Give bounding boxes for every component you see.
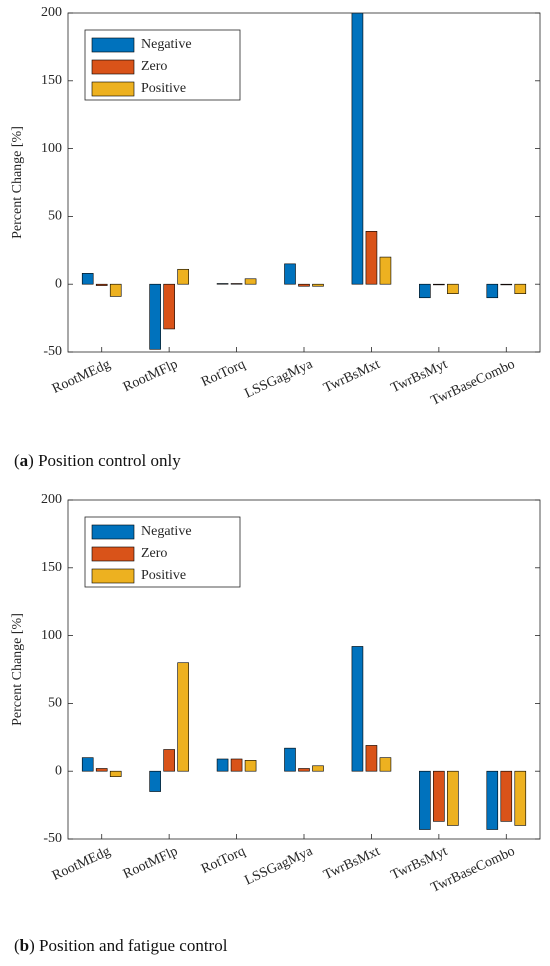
bar xyxy=(244,278,257,285)
x-tick-label: LSSGagMya xyxy=(242,357,315,402)
legend-swatch xyxy=(91,81,135,97)
y-tick-label: -50 xyxy=(43,344,62,359)
bar xyxy=(149,283,161,350)
bar xyxy=(230,758,243,772)
bar xyxy=(500,283,513,286)
bar xyxy=(312,765,324,772)
x-tick-label: RotTorq xyxy=(199,844,247,877)
bar xyxy=(365,231,378,285)
y-tick-label: 50 xyxy=(48,696,62,711)
bar xyxy=(298,283,310,287)
bar xyxy=(447,770,459,826)
y-tick-label: 200 xyxy=(41,492,62,507)
legend-swatch xyxy=(91,59,135,75)
caption: (a) Position control only xyxy=(14,451,181,470)
bar xyxy=(500,770,513,822)
bar xyxy=(81,757,94,772)
legend-swatch xyxy=(91,568,135,584)
legend-swatch xyxy=(91,524,135,540)
bar xyxy=(433,283,445,286)
bar xyxy=(177,662,189,772)
x-tick-label: RootMFlp xyxy=(121,357,180,395)
caption-open: ( xyxy=(14,451,20,470)
legend-label: Zero xyxy=(141,546,167,561)
y-tick-label: 200 xyxy=(41,5,62,20)
bar xyxy=(177,268,189,285)
x-tick-label: TwrBsMxt xyxy=(321,357,382,396)
bar xyxy=(351,646,364,772)
x-tick-label: RootMFlp xyxy=(121,844,180,882)
chart: -50 0 50 100 150 200 RootMEdg RootMFlp RotTorqLS… xyxy=(10,492,541,955)
bar xyxy=(284,747,296,772)
bars xyxy=(81,646,527,830)
bar xyxy=(109,770,122,777)
bar xyxy=(351,13,364,285)
caption-text: ) Position control only xyxy=(28,451,181,470)
bar xyxy=(447,283,459,294)
legend-label: Positive xyxy=(141,81,186,96)
bar xyxy=(486,283,499,299)
bar xyxy=(433,770,445,822)
bar xyxy=(109,283,122,297)
x-tick-label: RootMEdg xyxy=(50,357,113,397)
caption-label: b xyxy=(20,936,29,955)
legend-swatch xyxy=(91,37,135,53)
y-tick-label: 0 xyxy=(55,763,62,778)
y-tick-label: 100 xyxy=(41,628,62,643)
legend-label: Positive xyxy=(141,568,186,583)
bar xyxy=(379,256,392,285)
bar xyxy=(163,283,175,330)
y-tick-label: 100 xyxy=(41,141,62,156)
bar xyxy=(244,760,257,772)
bar xyxy=(95,768,108,772)
y-tick-label: 0 xyxy=(55,276,62,291)
bar xyxy=(216,758,229,772)
bar xyxy=(230,283,243,285)
bar xyxy=(365,745,378,772)
bar xyxy=(514,770,527,826)
bar xyxy=(419,770,431,830)
y-tick-label: 150 xyxy=(41,560,62,575)
y-axis-label: Percent Change [%] xyxy=(10,613,25,726)
bar xyxy=(81,273,94,285)
y-axis-label: Percent Change [%] xyxy=(10,126,25,239)
caption: (b) Position and fatigue control xyxy=(14,936,228,955)
legend-swatch xyxy=(91,546,135,562)
x-tick-label: RootMEdg xyxy=(50,844,113,884)
bar xyxy=(312,283,324,287)
bar xyxy=(284,263,296,285)
bar xyxy=(95,283,108,286)
bar xyxy=(486,770,499,830)
y-tick-label: 150 xyxy=(41,73,62,88)
caption-text: ) Position and fatigue control xyxy=(29,936,228,955)
bar xyxy=(514,283,527,294)
legend-label: Negative xyxy=(141,524,192,539)
legend-label: Zero xyxy=(141,59,167,74)
legend-label: Negative xyxy=(141,37,192,52)
x-tick-label: TwrBsMxt xyxy=(321,844,382,883)
y-tick-label: 50 xyxy=(48,209,62,224)
caption-open: ( xyxy=(14,936,20,955)
bar xyxy=(163,749,175,772)
bar xyxy=(379,757,392,772)
bar xyxy=(216,283,229,285)
x-tick-label: LSSGagMya xyxy=(242,844,315,889)
y-tick-label: -50 xyxy=(43,831,62,846)
bar xyxy=(149,770,161,792)
x-tick-label: RotTorq xyxy=(199,357,247,390)
bar xyxy=(419,283,431,299)
bar xyxy=(298,768,310,772)
caption-label: a xyxy=(20,451,29,470)
bars xyxy=(81,13,527,350)
chart: -50 0 50 100 150 200 RootMEdg RootMFlp RotTorqLS… xyxy=(10,5,541,470)
